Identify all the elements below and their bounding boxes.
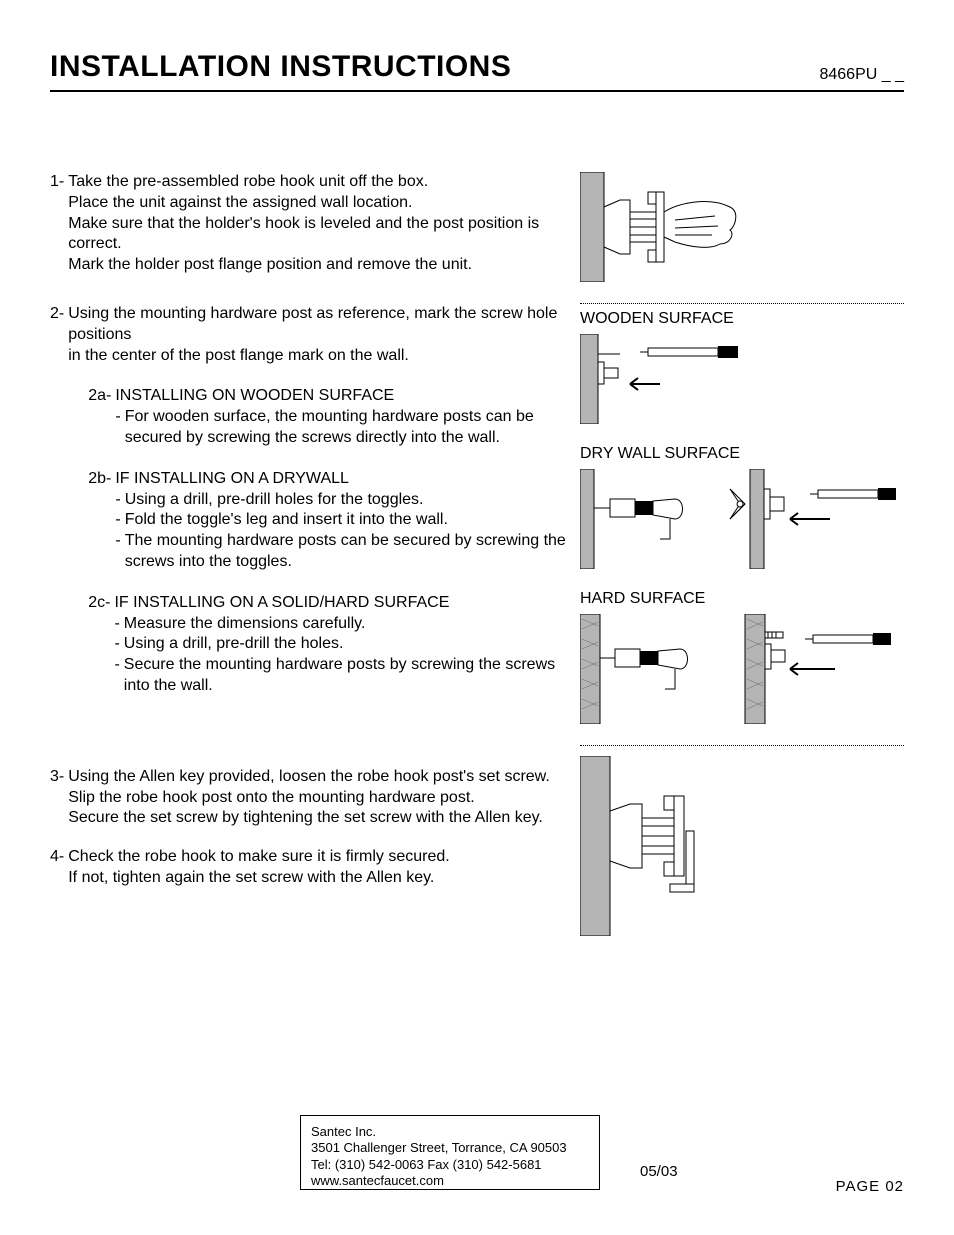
company-name: Santec Inc. xyxy=(311,1124,589,1140)
substep-number: 2b- xyxy=(88,469,111,573)
page-title: INSTALLATION INSTRUCTIONS xyxy=(50,50,511,84)
dash-icon: - xyxy=(115,531,120,573)
company-address: 3501 Challenger Street, Torrance, CA 905… xyxy=(311,1140,589,1156)
substep-2a: 2a- INSTALLING ON WOODEN SURFACE - For w… xyxy=(88,386,570,448)
substep-title: INSTALLING ON WOODEN SURFACE xyxy=(115,386,570,407)
instructions-column: 1- Take the pre-assembled robe hook unit… xyxy=(50,172,570,957)
step-line: Slip the robe hook post onto the mountin… xyxy=(68,788,570,809)
substep-number: 2a- xyxy=(88,386,111,448)
divider xyxy=(580,745,904,746)
bullet-text: For wooden surface, the mounting hardwar… xyxy=(125,407,570,449)
substep-2b: 2b- IF INSTALLING ON A DRYWALL -Using a … xyxy=(88,469,570,573)
substep-2c: 2c- IF INSTALLING ON A SOLID/HARD SURFAC… xyxy=(88,593,570,697)
step-number: 2- xyxy=(50,304,64,697)
step-line: If not, tighten again the set screw with… xyxy=(68,868,570,889)
bullet-text: Using a drill, pre-drill the holes. xyxy=(124,634,344,655)
step-body: Using the Allen key provided, loosen the… xyxy=(68,767,570,829)
company-web: www.santecfaucet.com xyxy=(311,1173,589,1189)
model-number: 8466PU _ _ xyxy=(819,66,904,84)
page-number: PAGE 02 xyxy=(836,1178,904,1195)
footer-date: 05/03 xyxy=(640,1163,678,1180)
step-line: Secure the set screw by tightening the s… xyxy=(68,808,570,829)
bullet: -The mounting hardware posts can be secu… xyxy=(115,531,570,573)
step-line: Take the pre-assembled robe hook unit of… xyxy=(68,172,570,193)
diagram-wooden xyxy=(580,334,904,429)
hard-surface-label: HARD SURFACE xyxy=(580,590,904,608)
step-4: 4- Check the robe hook to make sure it i… xyxy=(50,847,570,889)
drywall-surface-label: DRY WALL SURFACE xyxy=(580,445,904,463)
step-line: Using the mounting hardware post as refe… xyxy=(68,304,570,346)
header: INSTALLATION INSTRUCTIONS 8466PU _ _ xyxy=(50,50,904,92)
bullet-text: Fold the toggle's leg and insert it into… xyxy=(125,510,448,531)
substep-title: IF INSTALLING ON A DRYWALL xyxy=(115,469,570,490)
dash-icon: - xyxy=(114,614,119,635)
bullet: -Fold the toggle's leg and insert it int… xyxy=(115,510,570,531)
step-body: Take the pre-assembled robe hook unit of… xyxy=(68,172,570,276)
diagrams-column: WOODEN SURFACE DRY WALL SURFACE xyxy=(580,172,904,957)
dash-icon: - xyxy=(115,490,120,511)
step-1: 1- Take the pre-assembled robe hook unit… xyxy=(50,172,570,276)
diagram-step1 xyxy=(580,172,904,287)
bullet: -Using a drill, pre-drill the holes. xyxy=(114,634,570,655)
dash-icon: - xyxy=(115,407,120,449)
company-phone: Tel: (310) 542-0063 Fax (310) 542-5681 xyxy=(311,1157,589,1173)
bullet-text: Measure the dimensions carefully. xyxy=(124,614,366,635)
step-body: Using the mounting hardware post as refe… xyxy=(68,304,570,697)
step-line: Place the unit against the assigned wall… xyxy=(68,193,570,214)
step-3: 3- Using the Allen key provided, loosen … xyxy=(50,767,570,829)
divider xyxy=(580,303,904,304)
step-line: in the center of the post flange mark on… xyxy=(68,346,570,367)
step-number: 4- xyxy=(50,847,64,889)
diagram-drywall xyxy=(580,469,904,574)
page: INSTALLATION INSTRUCTIONS 8466PU _ _ 1- … xyxy=(0,0,954,1235)
bullet-text: Secure the mounting hardware posts by sc… xyxy=(124,655,570,697)
step-line: Mark the holder post flange position and… xyxy=(68,255,570,276)
step-line: Using the Allen key provided, loosen the… xyxy=(68,767,570,788)
step-body: Check the robe hook to make sure it is f… xyxy=(68,847,570,889)
bullet: - For wooden surface, the mounting hardw… xyxy=(115,407,570,449)
dash-icon: - xyxy=(115,510,120,531)
substep-number: 2c- xyxy=(88,593,110,697)
step-line: Make sure that the holder's hook is leve… xyxy=(68,214,570,256)
substep-title: IF INSTALLING ON A SOLID/HARD SURFACE xyxy=(114,593,570,614)
bullet: -Using a drill, pre-drill holes for the … xyxy=(115,490,570,511)
bullet-text: Using a drill, pre-drill holes for the t… xyxy=(125,490,424,511)
bullet: -Secure the mounting hardware posts by s… xyxy=(114,655,570,697)
step-line: Check the robe hook to make sure it is f… xyxy=(68,847,570,868)
step-2: 2- Using the mounting hardware post as r… xyxy=(50,304,570,697)
bullet: -Measure the dimensions carefully. xyxy=(114,614,570,635)
content: 1- Take the pre-assembled robe hook unit… xyxy=(50,172,904,957)
step-number: 1- xyxy=(50,172,64,276)
diagram-hard xyxy=(580,614,904,729)
dash-icon: - xyxy=(114,634,119,655)
footer-box: Santec Inc. 3501 Challenger Street, Torr… xyxy=(300,1115,600,1190)
dash-icon: - xyxy=(114,655,119,697)
diagram-step3 xyxy=(580,756,904,941)
bullet-text: The mounting hardware posts can be secur… xyxy=(125,531,570,573)
step-number: 3- xyxy=(50,767,64,829)
wooden-surface-label: WOODEN SURFACE xyxy=(580,310,904,328)
